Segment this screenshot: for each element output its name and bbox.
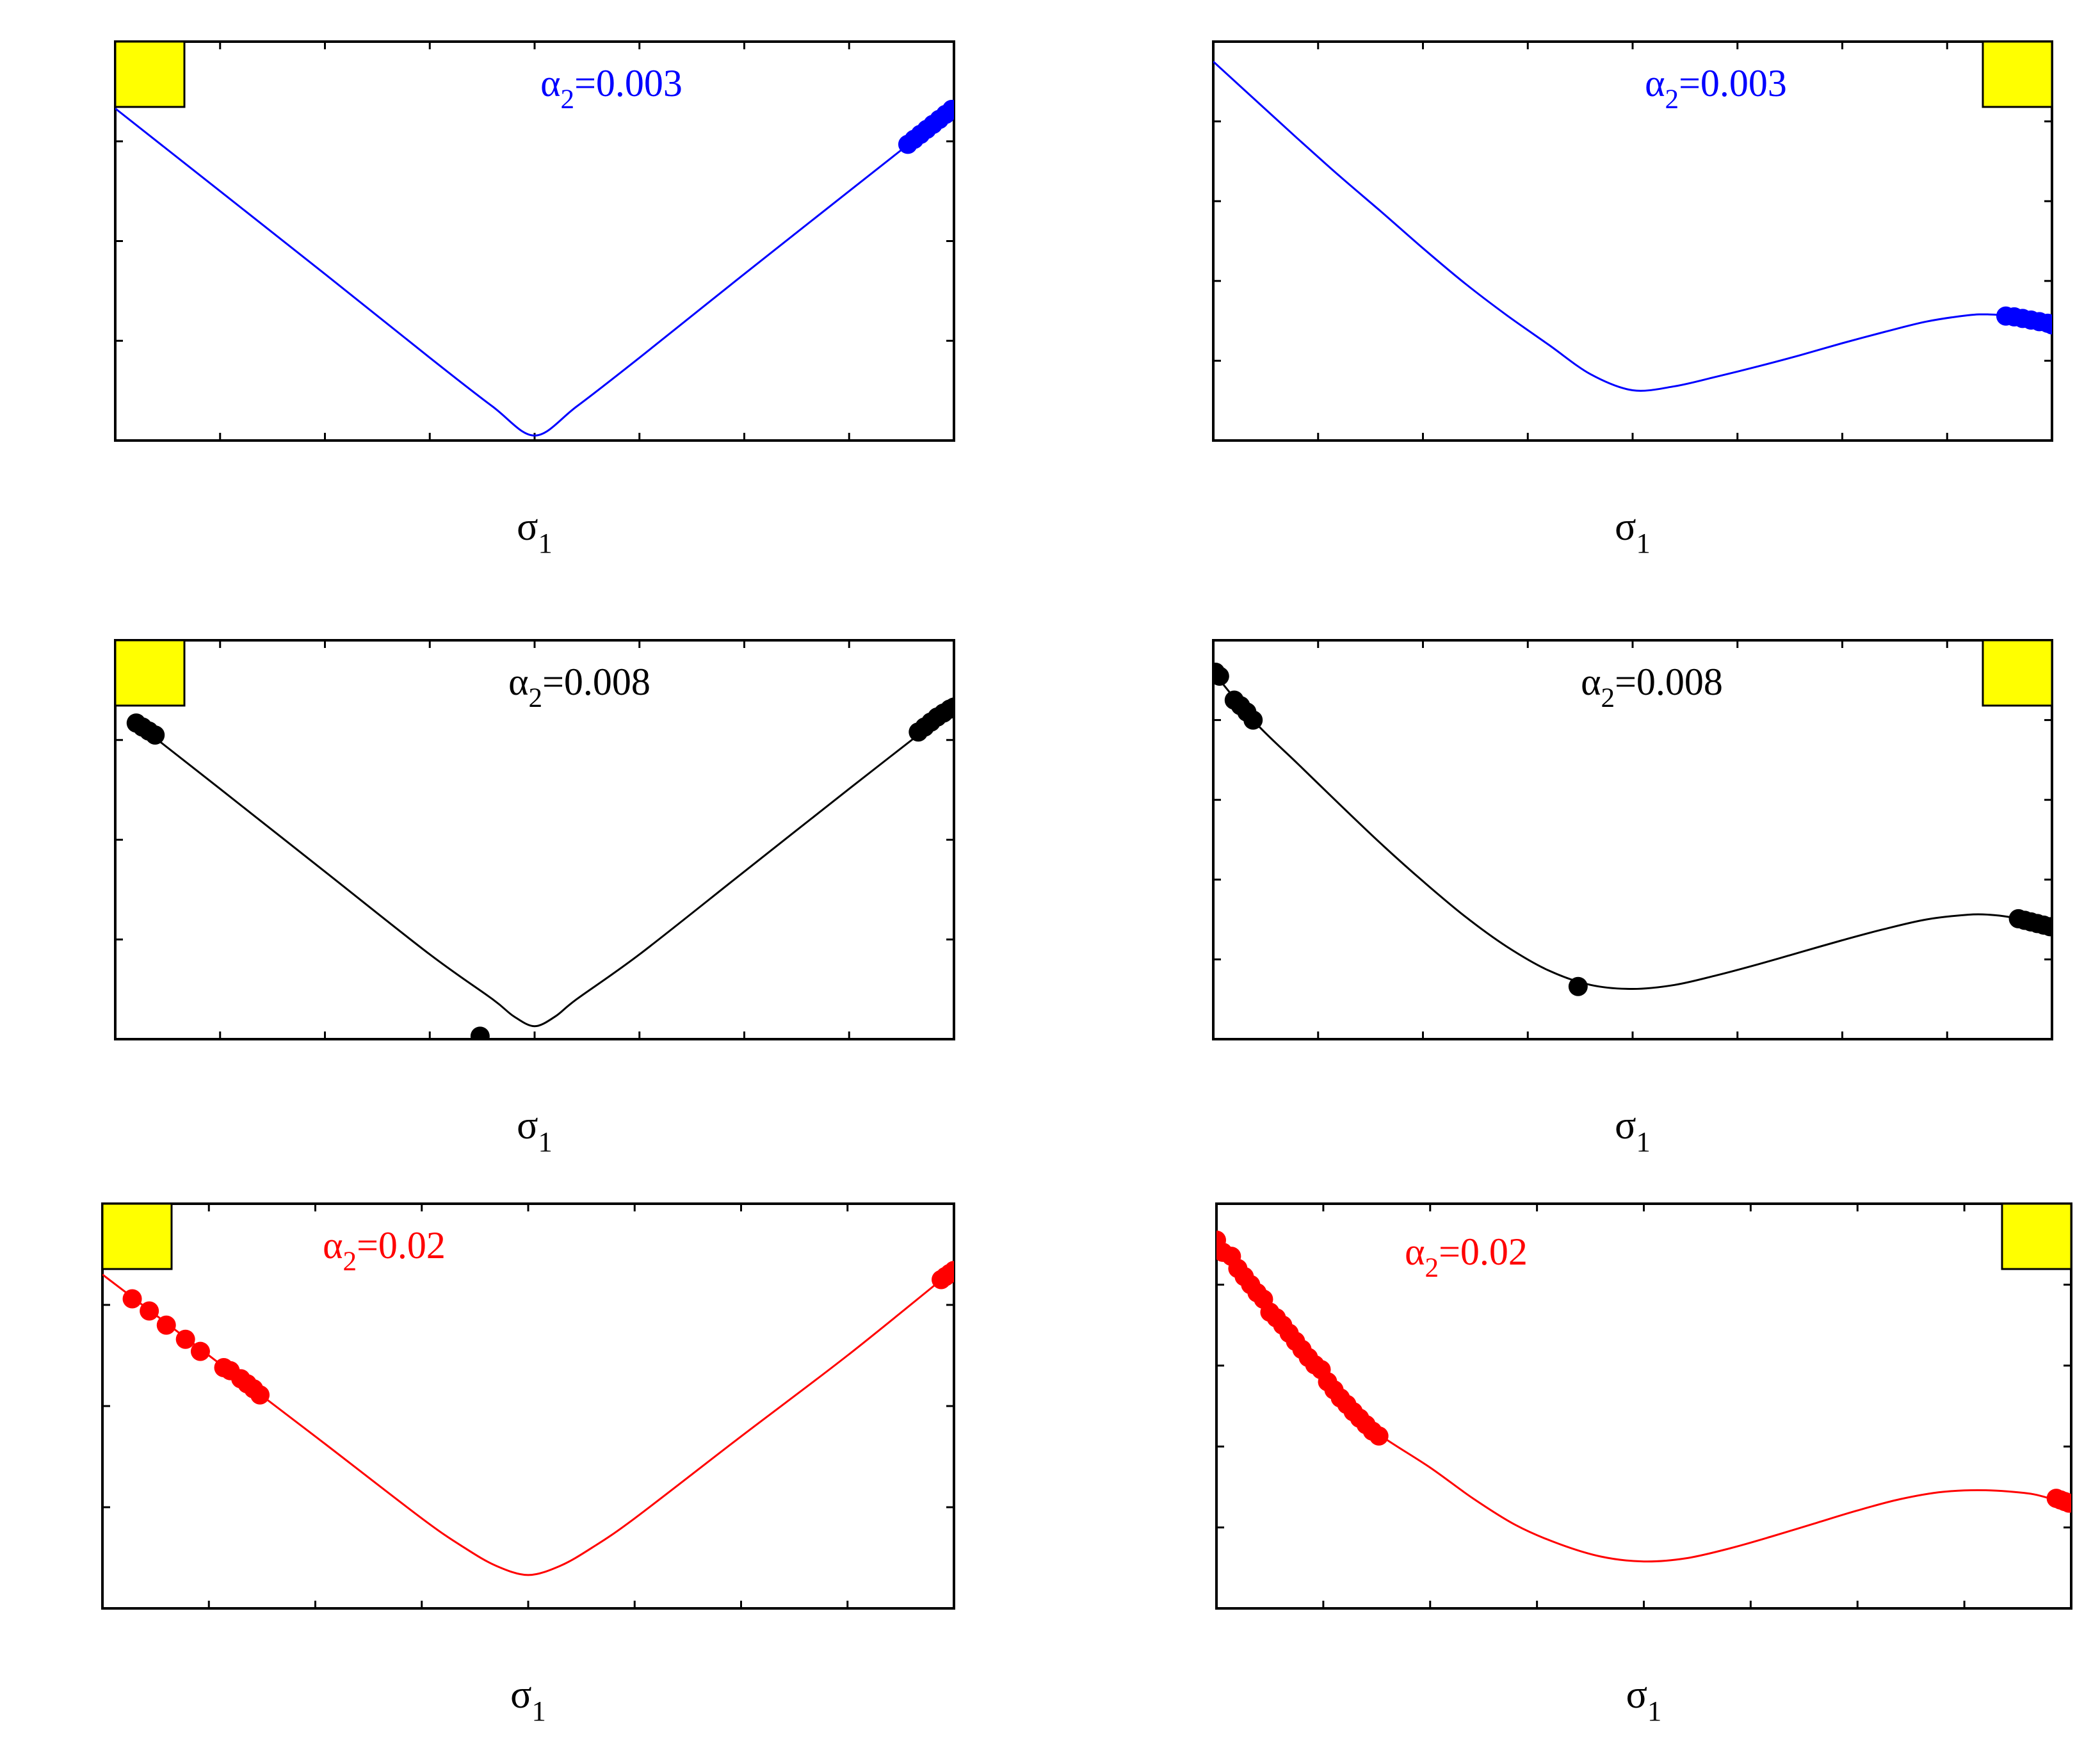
data-point bbox=[250, 1385, 270, 1405]
x-axis-label: σ1 bbox=[517, 1104, 553, 1158]
data-point bbox=[2042, 315, 2052, 335]
data-point bbox=[1568, 976, 1588, 996]
data-point bbox=[2040, 917, 2052, 937]
data-point bbox=[2059, 1493, 2071, 1513]
data-point bbox=[190, 1341, 210, 1361]
data-point bbox=[140, 1301, 159, 1321]
data-point bbox=[1369, 1426, 1389, 1446]
panel-e: σ1 α2=0.02 bbox=[101, 1202, 955, 1727]
data-point bbox=[156, 1315, 176, 1335]
data-point bbox=[145, 725, 165, 745]
alpha-annotation: α2=0.008 bbox=[1581, 661, 1723, 713]
x-axis-label: σ1 bbox=[1615, 505, 1651, 559]
axes-frame bbox=[114, 40, 955, 442]
panel-tag-box bbox=[1982, 639, 2053, 707]
alpha-annotation: α2=0.003 bbox=[540, 62, 682, 115]
series-line bbox=[115, 108, 954, 437]
alpha-annotation: α2=0.003 bbox=[1645, 62, 1787, 115]
panel-tag-box bbox=[2001, 1202, 2072, 1270]
plot-area bbox=[1213, 60, 2052, 392]
series-line bbox=[135, 706, 954, 1028]
panel-a: σ1 α2=0.003 bbox=[114, 40, 955, 559]
series-line bbox=[1213, 671, 2052, 991]
series-line bbox=[1213, 60, 2052, 392]
data-point bbox=[942, 99, 954, 119]
data-point bbox=[175, 1329, 195, 1349]
data-point bbox=[1243, 710, 1263, 730]
data-point bbox=[944, 1261, 954, 1281]
data-point bbox=[944, 697, 954, 717]
x-axis-label: σ1 bbox=[517, 505, 553, 559]
plot-area bbox=[102, 1261, 954, 1576]
panel-d: σ1 α2=0.008 bbox=[1212, 639, 2053, 1158]
alpha-annotation: α2=0.008 bbox=[508, 661, 650, 713]
x-axis-label: σ1 bbox=[510, 1673, 546, 1727]
plot-area bbox=[1213, 662, 2052, 996]
x-axis-label: σ1 bbox=[1626, 1673, 1662, 1727]
x-axis-label: σ1 bbox=[1615, 1104, 1651, 1158]
series-line bbox=[102, 1268, 954, 1576]
axes-frame bbox=[101, 1202, 955, 1610]
panel-tag-box bbox=[1982, 40, 2053, 108]
plot-area bbox=[126, 697, 954, 1039]
data-point bbox=[470, 1026, 490, 1039]
plot-area bbox=[115, 99, 954, 437]
axes-frame bbox=[1212, 40, 2053, 442]
panel-tag-box bbox=[101, 1202, 173, 1270]
panel-b: σ1 α2=0.003 bbox=[1212, 40, 2053, 559]
panel-f: σ1 α2=0.02 bbox=[1215, 1202, 2072, 1727]
alpha-annotation: α2=0.02 bbox=[323, 1224, 446, 1277]
panel-tag-box bbox=[114, 40, 186, 108]
data-point bbox=[122, 1289, 142, 1309]
plot-area bbox=[1216, 1230, 2071, 1563]
data-point bbox=[1213, 667, 1229, 686]
alpha-annotation: α2=0.02 bbox=[1405, 1231, 1528, 1283]
panel-c: σ1 α2=0.008 bbox=[114, 639, 955, 1158]
panel-tag-box bbox=[114, 639, 186, 707]
